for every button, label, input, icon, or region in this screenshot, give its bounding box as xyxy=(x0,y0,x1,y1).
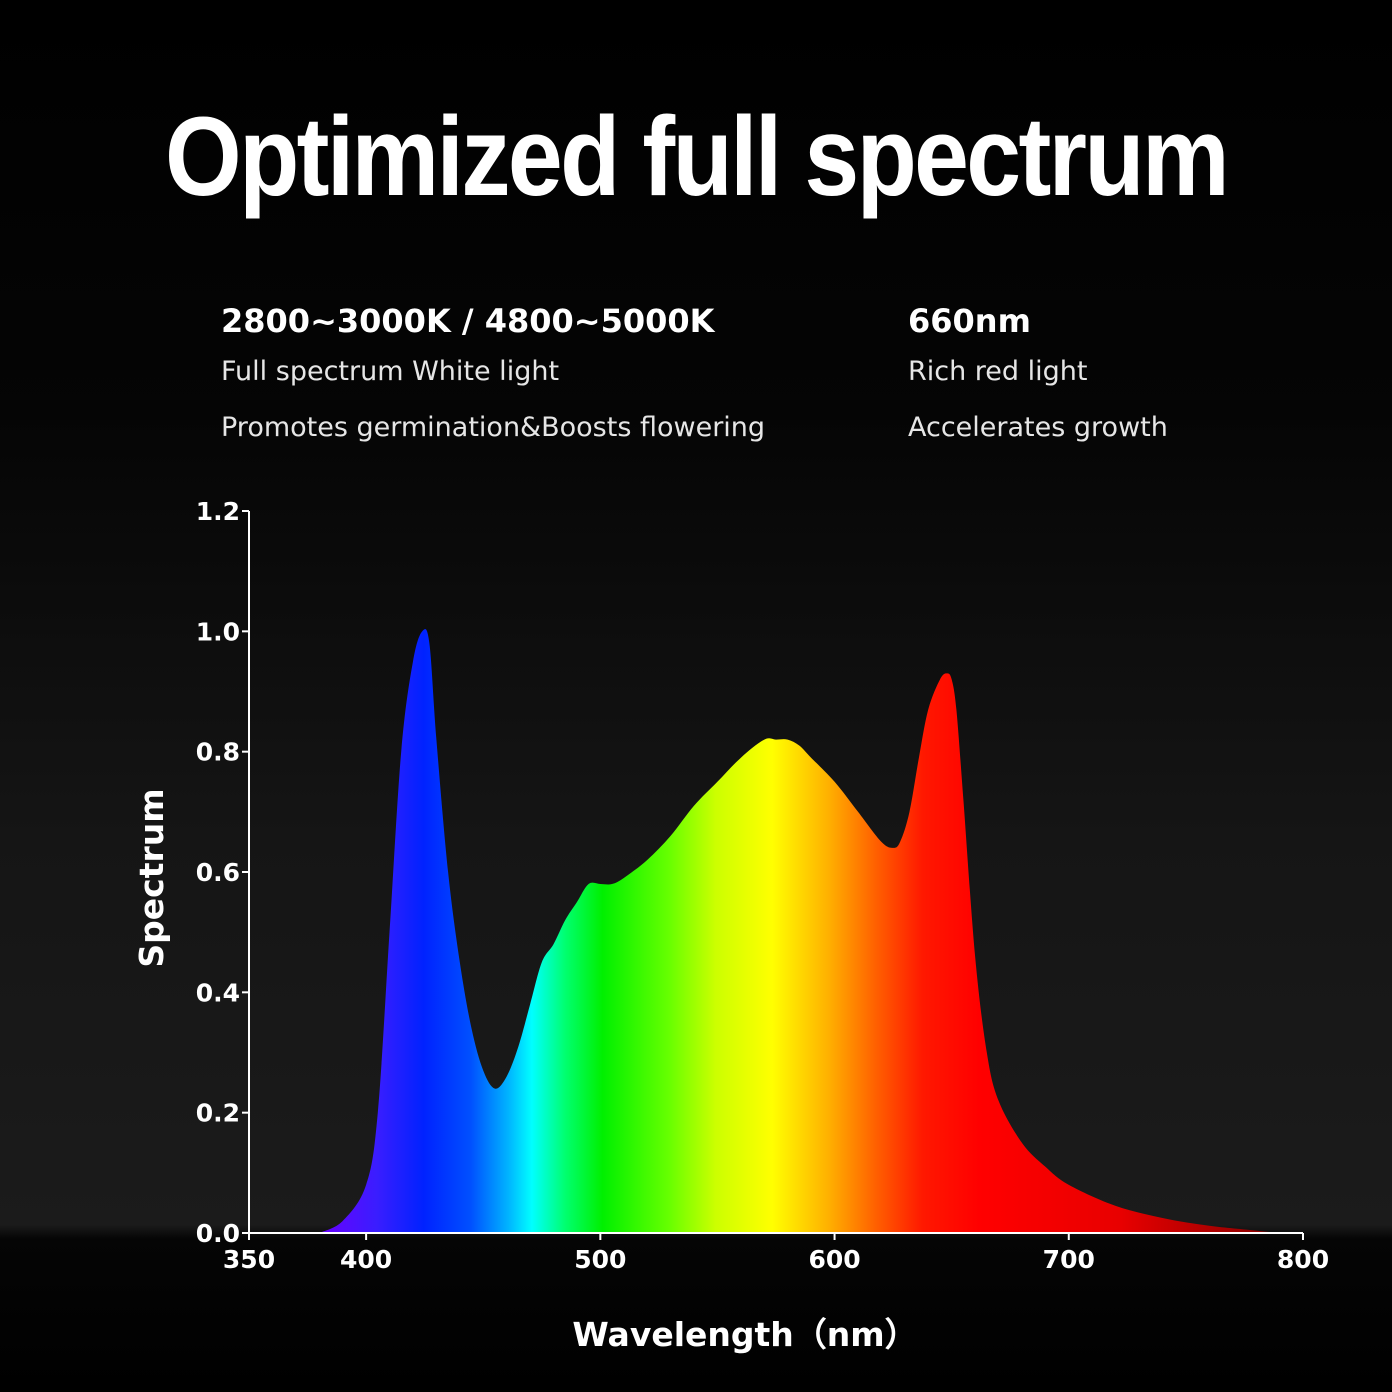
x-tick-label: 800 xyxy=(1277,1245,1329,1274)
y-tick-label: 0.8 xyxy=(196,738,240,767)
x-tick-label: 700 xyxy=(1043,1245,1095,1274)
spectrum-area xyxy=(319,629,1280,1233)
y-axis-ticks: 0.0 0.2 0.4 0.6 0.8 1.0 1.2 xyxy=(196,497,249,1248)
x-tick-label: 600 xyxy=(808,1245,860,1274)
red-light-info: 660nm Rich red light Accelerates growth xyxy=(908,298,1168,456)
y-tick-label: 0.4 xyxy=(196,978,240,1007)
y-tick-label: 0.0 xyxy=(196,1219,240,1248)
white-light-info: 2800~3000K / 4800~5000K Full spectrum Wh… xyxy=(221,298,765,456)
y-tick-label: 1.0 xyxy=(196,617,240,646)
y-tick-label: 0.2 xyxy=(196,1099,240,1128)
x-axis-ticks: 350 400 500 600 700 800 xyxy=(223,1233,1329,1274)
red-light-benefit: Accelerates growth xyxy=(908,412,1168,443)
red-wavelength-heading: 660nm xyxy=(908,302,1031,340)
x-tick-label: 500 xyxy=(574,1245,626,1274)
white-light-label: Full spectrum White light xyxy=(221,356,560,387)
y-tick-label: 0.6 xyxy=(196,858,240,887)
x-tick-label: 400 xyxy=(340,1245,392,1274)
x-axis-title: Wavelength（nm） xyxy=(572,1315,917,1354)
white-light-benefit: Promotes germination&Boosts flowering xyxy=(221,412,766,443)
page-title: Optimized full spectrum xyxy=(165,94,1230,219)
red-light-label: Rich red light xyxy=(908,356,1088,387)
y-tick-label: 1.2 xyxy=(196,497,240,526)
color-temperature-heading: 2800~3000K / 4800~5000K xyxy=(221,302,715,340)
x-tick-label: 350 xyxy=(223,1245,275,1274)
y-axis-title: Spectrum xyxy=(132,788,171,967)
